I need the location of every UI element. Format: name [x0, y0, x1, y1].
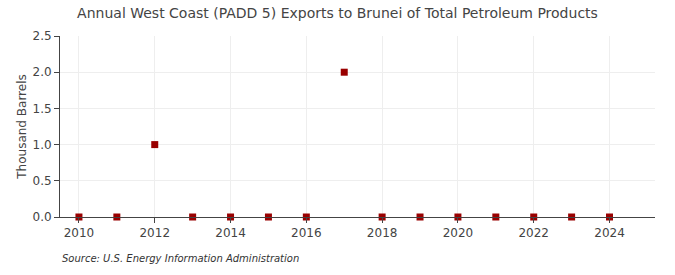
svg-text:0.5: 0.5	[33, 174, 52, 188]
svg-text:2014: 2014	[215, 226, 246, 240]
svg-text:1.5: 1.5	[33, 102, 52, 116]
svg-text:Source: U.S. Energy Informatio: Source: U.S. Energy Information Administ…	[62, 253, 299, 264]
svg-text:2.5: 2.5	[33, 29, 52, 43]
svg-text:Annual West Coast (PADD 5) Exp: Annual West Coast (PADD 5) Exports to Br…	[77, 5, 598, 21]
svg-text:2024: 2024	[594, 226, 625, 240]
svg-text:2016: 2016	[291, 226, 322, 240]
svg-text:2018: 2018	[367, 226, 398, 240]
svg-text:2010: 2010	[64, 226, 95, 240]
svg-text:2.0: 2.0	[33, 65, 52, 79]
svg-text:0.0: 0.0	[33, 210, 52, 224]
svg-text:2020: 2020	[443, 226, 474, 240]
svg-text:1.0: 1.0	[33, 138, 52, 152]
svg-text:2022: 2022	[518, 226, 549, 240]
svg-text:Thousand Barrels: Thousand Barrels	[15, 74, 29, 179]
svg-text:2012: 2012	[139, 226, 170, 240]
